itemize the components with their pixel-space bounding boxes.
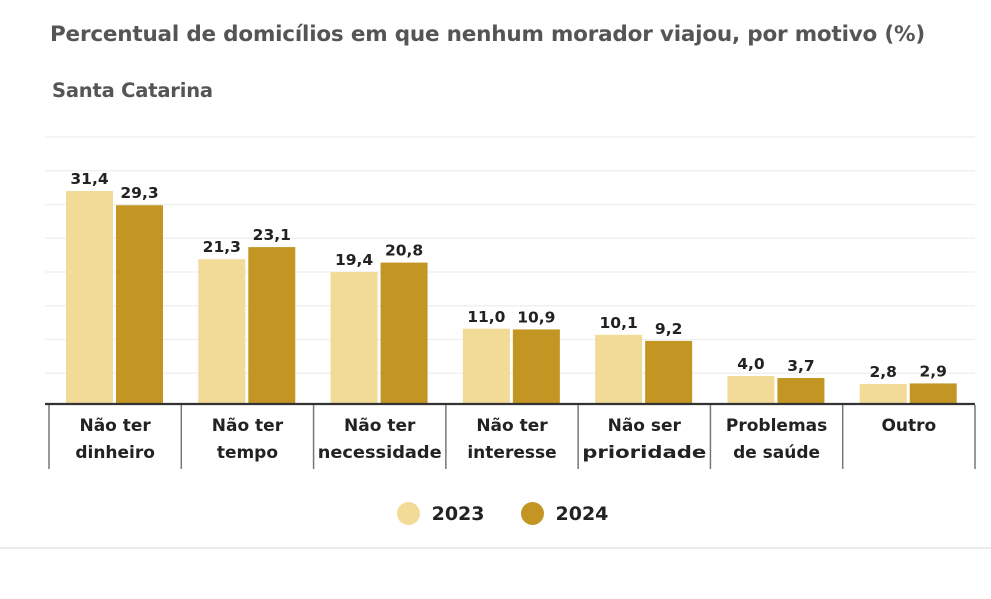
bar-2023 <box>595 334 643 403</box>
category-label: Problemas <box>726 416 827 436</box>
bar-2023 <box>462 328 510 403</box>
value-label-2023: 4,0 <box>737 355 765 373</box>
value-label-2024: 23,1 <box>253 226 291 244</box>
bar-2023 <box>66 191 113 403</box>
bar-2023 <box>727 376 775 403</box>
value-labels: 31,4 29,3 21,3 23,1 19,4 20,8 11,0 10,9 10,1 9,2 4… <box>70 170 947 381</box>
value-label-2024: 9,2 <box>655 320 682 338</box>
bar-2023 <box>330 272 378 403</box>
chart-subtitle: Santa Catarina <box>52 79 213 102</box>
category-label: Não ter <box>79 416 151 436</box>
bar-2023 <box>859 384 907 403</box>
value-label-2024: 10,9 <box>517 308 555 326</box>
bar-2024 <box>909 383 957 403</box>
x-axis <box>45 402 976 469</box>
category-label: Outro <box>881 416 936 436</box>
legend-swatch-2024 <box>520 502 544 525</box>
bar-2024 <box>512 329 560 403</box>
legend-label-2023: 2023 <box>431 502 485 525</box>
category-label: Não ter <box>476 416 548 436</box>
legend-item-2023[interactable]: 2023 <box>396 502 485 525</box>
value-label-2023: 10,1 <box>600 314 638 332</box>
category-label: Não ser <box>608 416 682 436</box>
category-label: de saúde <box>733 443 820 463</box>
chart-title: Percentual de domicílios em que nenhum m… <box>50 22 926 47</box>
value-label-2024: 20,8 <box>385 242 423 260</box>
bar-2023 <box>198 259 246 403</box>
category-label: interesse <box>467 443 556 463</box>
value-label-2023: 31,4 <box>70 170 108 188</box>
bars <box>66 191 957 403</box>
category-label: Não ter <box>344 416 416 436</box>
value-label-2024: 3,7 <box>787 357 814 375</box>
bar-2024 <box>645 340 693 403</box>
category-label: Não ter <box>212 416 284 436</box>
category-label: necessidade <box>318 443 442 463</box>
bar-2024 <box>116 205 163 403</box>
category-label: prioridade <box>582 443 706 463</box>
legend: 2023 2024 <box>0 502 991 525</box>
value-label-2023: 19,4 <box>335 251 373 269</box>
bar-2024 <box>380 262 428 403</box>
value-label-2024: 2,9 <box>919 362 946 380</box>
value-label-2023: 11,0 <box>467 308 505 326</box>
category-label: tempo <box>217 443 278 463</box>
legend-item-2024[interactable]: 2024 <box>520 502 609 525</box>
gridlines <box>45 136 975 374</box>
category-label: dinheiro <box>75 443 155 463</box>
bar-2024 <box>248 247 296 403</box>
value-label-2024: 29,3 <box>120 184 158 202</box>
value-label-2023: 21,3 <box>203 238 241 256</box>
category-labels: Não ter dinheiro Não ter tempo Não ter necess… <box>75 416 936 463</box>
legend-swatch-2023 <box>396 502 420 525</box>
footer-divider <box>0 547 991 549</box>
value-label-2023: 2,8 <box>869 363 896 381</box>
bar-2024 <box>777 378 825 403</box>
legend-label-2024: 2024 <box>555 502 609 525</box>
